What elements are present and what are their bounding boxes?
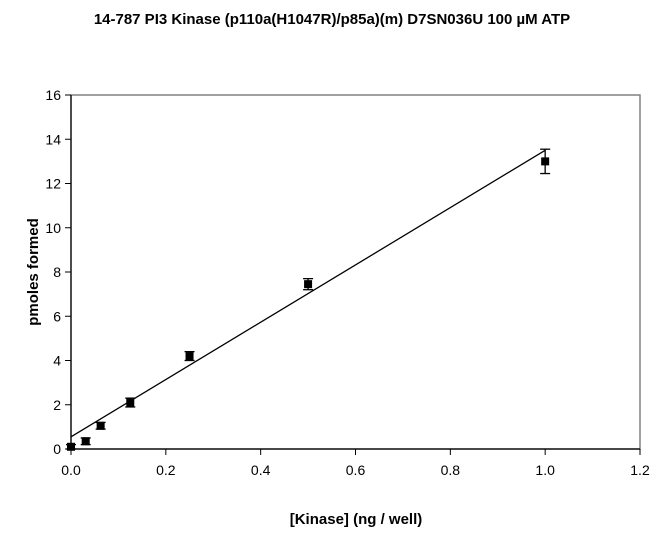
x-tick-label: 1.2 — [630, 462, 650, 478]
y-tick-label: 10 — [45, 220, 61, 236]
y-tick-label: 14 — [45, 131, 61, 147]
y-axis: 0 2 4 6 8 10 12 14 16 — [45, 87, 71, 457]
y-tick-label: 16 — [45, 87, 61, 103]
x-tick-label: 0.6 — [346, 462, 366, 478]
x-tick-label: 0.2 — [156, 462, 176, 478]
y-tick-label: 4 — [53, 353, 61, 369]
x-axis-label: [Kinase] (ng / well) — [290, 511, 423, 528]
data-point — [96, 421, 105, 430]
data-point — [126, 398, 135, 407]
x-axis: 0.0 0.2 0.4 0.6 0.8 1.0 1.2 — [61, 449, 650, 478]
data-points — [66, 148, 551, 451]
trendline-group — [70, 149, 546, 438]
y-axis-label: pmoles formed — [25, 218, 42, 326]
y-tick-label: 6 — [53, 308, 61, 324]
x-tick-label: 0.8 — [441, 462, 461, 478]
x-tick-label: 0.0 — [61, 462, 81, 478]
x-tick-label: 0.4 — [251, 462, 271, 478]
data-point — [185, 352, 194, 361]
chart-title: 14-787 PI3 Kinase (p110a(H1047R)/p85a)(m… — [94, 11, 570, 28]
trendline — [70, 149, 546, 438]
data-point — [304, 280, 313, 289]
data-point — [541, 157, 550, 166]
plot-area — [70, 94, 641, 450]
x-tick-label: 1.0 — [535, 462, 555, 478]
data-point — [81, 437, 90, 446]
y-tick-label: 8 — [53, 264, 61, 280]
y-tick-label: 2 — [53, 397, 61, 413]
y-tick-label: 12 — [45, 176, 61, 192]
y-tick-label: 0 — [53, 441, 61, 457]
